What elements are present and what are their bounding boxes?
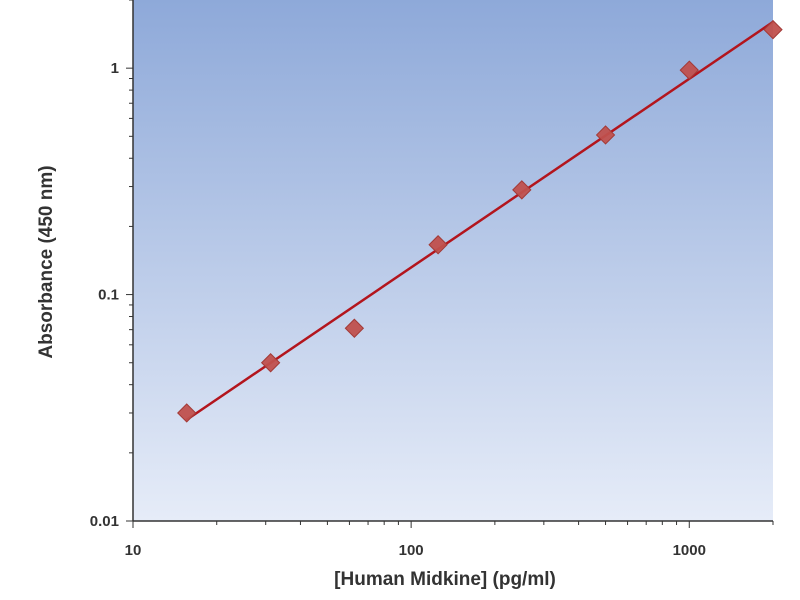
fit-line-layer [185, 20, 775, 422]
data-point [428, 235, 448, 255]
x-tick-label: 10 [125, 542, 142, 559]
y-tick-label: 0.01 [90, 513, 119, 530]
y-tick-label: 0.1 [98, 287, 119, 304]
x-axis-title: [Human Midkine] (pg/ml) [334, 569, 556, 590]
fit-line [185, 20, 775, 422]
data-point [763, 19, 783, 40]
plot-area-background [133, 0, 773, 521]
data-point [595, 125, 616, 145]
data-point [177, 403, 197, 423]
x-tick-label: 100 [399, 542, 424, 559]
tick-marks [126, 0, 774, 528]
axes [132, 0, 773, 522]
data-point [512, 180, 532, 200]
tick-labels: 10 100 1000 0.01 0.1 1 [90, 60, 706, 559]
y-tick-label: 1 [111, 60, 119, 77]
data-point [260, 353, 281, 373]
data-point [679, 60, 699, 80]
x-tick-label: 1000 [673, 542, 706, 559]
data-points [177, 19, 783, 423]
data-point [344, 318, 365, 338]
y-axis-title: Absorbance (450 nm) [36, 165, 57, 358]
